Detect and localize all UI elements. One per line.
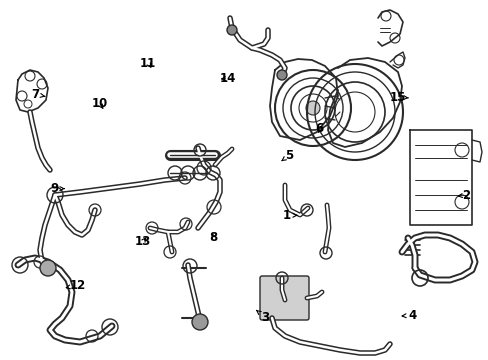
Text: 9: 9 (50, 182, 64, 195)
Text: 11: 11 (140, 57, 156, 69)
Circle shape (192, 314, 207, 330)
Circle shape (305, 101, 319, 115)
Text: 10: 10 (91, 97, 108, 110)
Text: 4: 4 (401, 309, 415, 322)
Circle shape (40, 260, 56, 276)
Circle shape (276, 70, 286, 80)
Text: 15: 15 (388, 91, 407, 104)
Text: 1: 1 (283, 209, 296, 222)
Text: 13: 13 (134, 235, 151, 248)
FancyBboxPatch shape (260, 276, 308, 320)
Text: 12: 12 (66, 279, 86, 292)
Text: 6: 6 (315, 122, 323, 135)
Text: 5: 5 (281, 149, 292, 162)
Text: 14: 14 (219, 72, 236, 85)
Circle shape (226, 25, 237, 35)
Text: 7: 7 (31, 88, 45, 101)
Text: 3: 3 (256, 310, 269, 324)
Text: 2: 2 (457, 189, 469, 202)
Text: 8: 8 (209, 231, 217, 244)
